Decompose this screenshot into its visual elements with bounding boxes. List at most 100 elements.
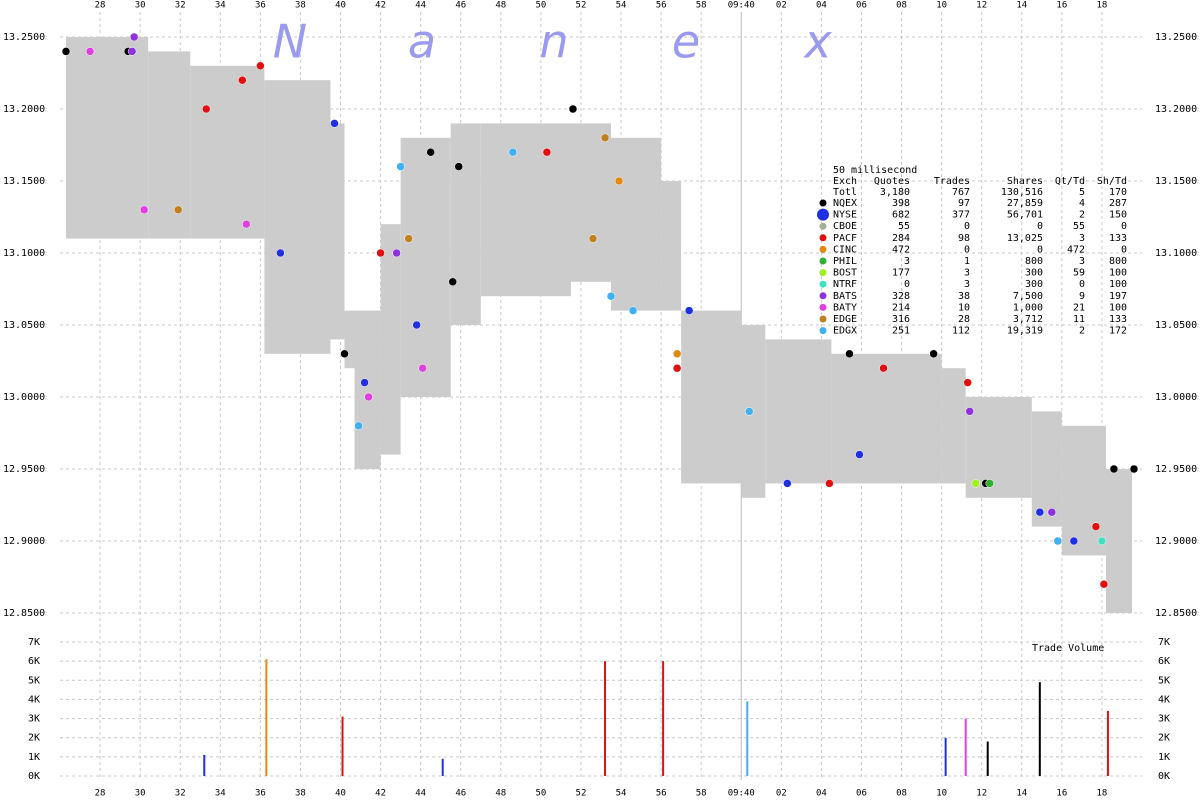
table-cell: 4 [1079, 198, 1085, 209]
quote-range [190, 65, 265, 239]
x-tick-label: 06 [856, 1, 867, 11]
trade-marker [376, 248, 385, 258]
table-cell: 3 [1079, 233, 1085, 244]
x-tick-label: 02 [776, 1, 787, 11]
table-cell: 472 [1067, 244, 1085, 255]
trade-marker [276, 248, 285, 258]
table-cell: 800 [1109, 256, 1127, 267]
x-tick-label: 14 [1016, 789, 1027, 799]
quote-range [400, 137, 451, 398]
legend-marker [819, 245, 827, 253]
table-cell: 767 [952, 187, 970, 198]
trade-marker [971, 479, 980, 488]
x-tick-label: 04 [816, 789, 827, 799]
quote-range [1105, 469, 1132, 613]
legend-label: BOST [833, 268, 857, 279]
table-cell: 55 [1073, 221, 1085, 232]
x-tick-label: 40 [335, 1, 346, 11]
y-tick-label: 13.0500 [3, 320, 45, 331]
table-cell: 177 [892, 268, 910, 279]
y-tick-label: 13.2000 [3, 104, 45, 115]
y-tick-label: 13.2500 [1155, 32, 1197, 43]
table-cell: 27,859 [1007, 198, 1043, 209]
table-cell: 100 [1109, 302, 1127, 313]
trade-marker [614, 176, 624, 186]
x-tick-label: 18 [1097, 1, 1108, 11]
quote-range [681, 310, 742, 484]
trade-marker [360, 378, 369, 387]
y-tick-label: 13.1500 [1155, 176, 1197, 187]
legend-label: EDGE [833, 314, 857, 325]
y-tick-label: 4K [28, 694, 40, 705]
legend-label: BATS [833, 291, 857, 302]
x-tick-label: 38 [295, 1, 306, 11]
legend-marker [819, 292, 827, 300]
y-tick-label: 3K [28, 714, 40, 725]
quote-range [330, 123, 345, 340]
table-cell: 3 [904, 256, 910, 267]
trade-marker [600, 133, 610, 143]
trade-marker [783, 479, 792, 488]
y-tick-label: 13.2500 [3, 32, 45, 43]
y-tick-label: 0K [28, 771, 40, 782]
table-cell: 100 [1109, 268, 1127, 279]
trade-marker [396, 162, 405, 171]
trade-marker [238, 75, 247, 85]
volume-bar [662, 661, 665, 776]
x-tick-label: 34 [215, 789, 226, 799]
legend-marker [819, 199, 827, 207]
x-tick-label: 48 [495, 1, 506, 11]
x-tick-label: 46 [455, 789, 466, 799]
volume-bar [746, 701, 749, 776]
x-tick-label: 14 [1016, 1, 1027, 11]
table-cell: 170 [1109, 187, 1127, 198]
volume-bar [964, 718, 967, 776]
table-cell: 0 [904, 279, 910, 290]
trade-marker [364, 392, 373, 402]
trade-marker [684, 306, 694, 315]
trade-marker [242, 219, 251, 229]
table-cell: 0 [1037, 244, 1043, 255]
table-cell: 0 [1121, 244, 1127, 255]
trade-marker [568, 104, 578, 114]
y-tick-label: 13.0000 [1155, 392, 1197, 403]
quote-range [570, 123, 612, 282]
x-tick-label: 12 [976, 1, 987, 11]
x-tick-label: 44 [415, 1, 426, 11]
quote-range [480, 123, 571, 297]
watermark: N [273, 15, 307, 69]
x-tick-label: 42 [375, 1, 386, 11]
table-cell: 300 [1025, 279, 1043, 290]
table-cell: 197 [1109, 291, 1127, 302]
table-cell: 3 [964, 279, 970, 290]
trade-marker [628, 306, 638, 315]
trade-marker [672, 363, 682, 373]
table-cell: 55 [898, 221, 910, 232]
y-tick-label: 1K [1158, 752, 1170, 763]
table-header: Exch [833, 176, 857, 187]
volume-bar [265, 659, 268, 776]
y-tick-label: 3K [1158, 714, 1170, 725]
trade-marker [542, 147, 552, 157]
table-cell: 38 [958, 291, 970, 302]
table-cell: 130,516 [1001, 187, 1043, 198]
legend-label: NQEX [833, 198, 857, 209]
table-cell: 3 [964, 268, 970, 279]
trade-marker [985, 479, 994, 488]
quote-range [380, 224, 401, 455]
legend-label: CINC [833, 244, 857, 255]
table-cell: 472 [892, 244, 910, 255]
table-cell: 56,701 [1007, 210, 1043, 221]
trade-marker [85, 47, 95, 56]
y-tick-label: 12.9500 [1155, 464, 1197, 475]
trade-marker [448, 277, 457, 287]
quote-range [831, 353, 942, 484]
trade-marker [1069, 536, 1079, 546]
legend-marker [819, 280, 827, 288]
y-tick-label: 2K [28, 733, 40, 744]
quote-range [611, 137, 662, 311]
table-cell: 328 [892, 291, 910, 302]
x-tick-label: 40 [335, 789, 346, 799]
table-cell: 21 [1073, 302, 1085, 313]
table-cell: 377 [952, 210, 970, 221]
